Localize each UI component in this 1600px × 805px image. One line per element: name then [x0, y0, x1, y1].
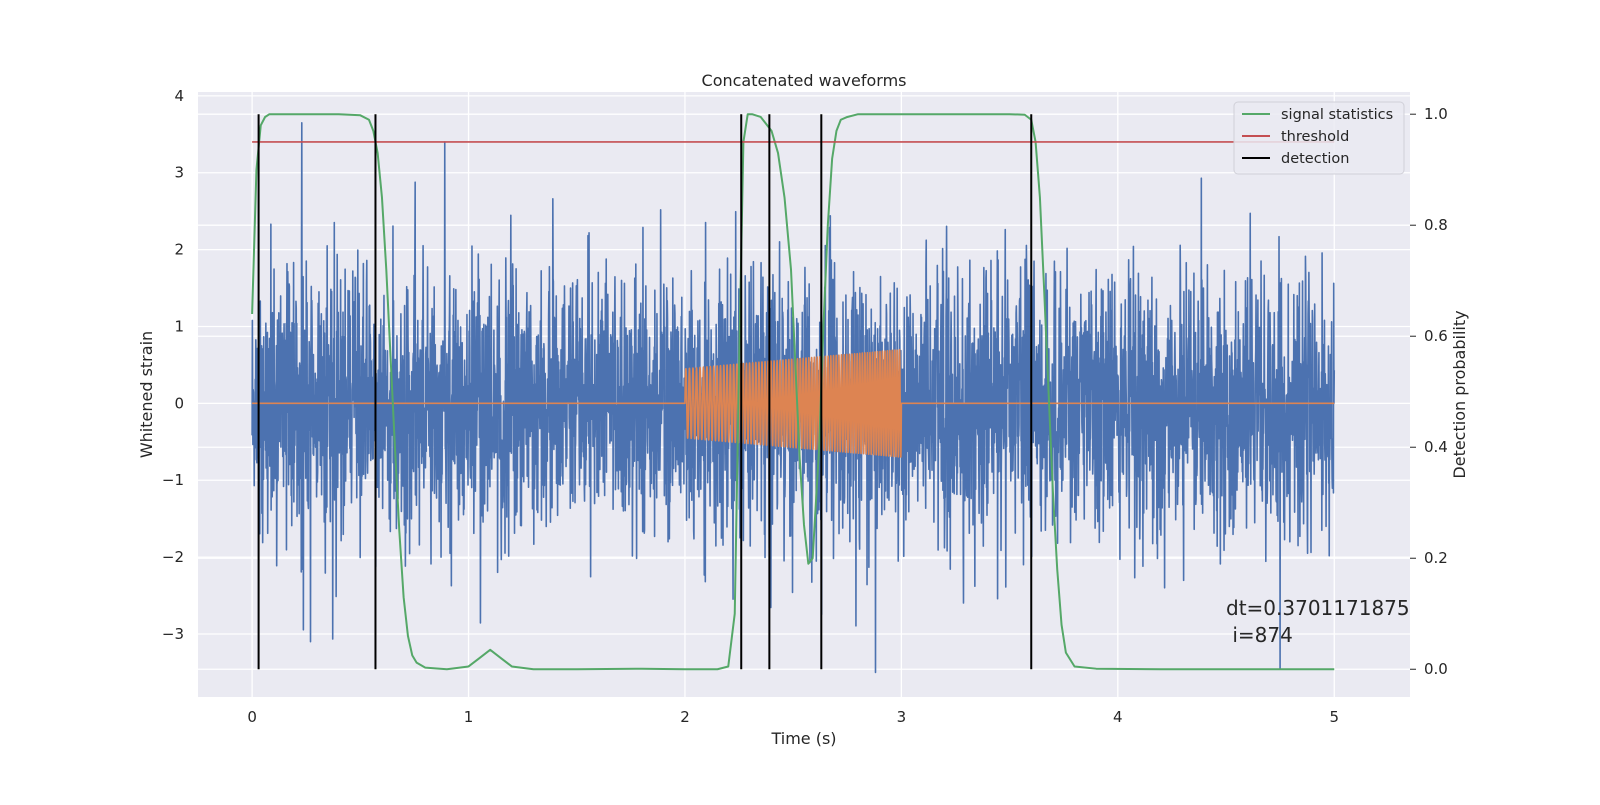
data-layer	[251, 113, 1336, 674]
y-axis-label-left: Whitened strain	[137, 331, 156, 458]
annotation-dt: dt=0.3701171875	[1226, 596, 1410, 620]
y-left-tick-label: 3	[174, 164, 184, 182]
annotation: dt=0.3701171875 i=874	[1226, 596, 1410, 647]
y-axis-label-right: Detection probability	[1450, 310, 1469, 478]
y-right-tick-label: 0.8	[1424, 216, 1448, 234]
x-tick-label: 4	[1113, 708, 1123, 726]
y-right-tick-label: 0.4	[1424, 438, 1448, 456]
x-tick-label: 3	[897, 708, 907, 726]
y-left-tick-label: 1	[174, 317, 184, 335]
legend-label: signal statistics	[1281, 107, 1393, 123]
x-tick-label: 2	[680, 708, 690, 726]
x-tick-label: 5	[1329, 708, 1339, 726]
y-left-tick-label: 0	[174, 394, 184, 412]
y-right-tick-label: 1.0	[1424, 105, 1448, 123]
annotation-index: i=874	[1226, 623, 1293, 647]
y-left-tick-label: −2	[162, 548, 184, 566]
y-left-tick-label: 4	[174, 87, 184, 105]
y-right-tick-label: 0.6	[1424, 327, 1448, 345]
legend-box	[1233, 101, 1405, 175]
legend-label: threshold	[1281, 129, 1349, 145]
tick-labels: 0 1 2 3 4 5 −3 −2 −1 0 1 2 3 4 0.0 0.2 0.4 0.6 0.8 1.0	[162, 87, 1448, 726]
y-right-tick-label: 0.0	[1424, 660, 1448, 678]
legend: signal statistics threshold detection	[1233, 101, 1405, 175]
x-axis-label: Time (s)	[770, 729, 836, 748]
y-left-tick-label: −1	[162, 471, 184, 489]
y-left-tick-label: 2	[174, 241, 184, 259]
x-tick-label: 1	[464, 708, 474, 726]
series-whitened-noise-line	[251, 121, 1336, 674]
legend-label: detection	[1281, 151, 1349, 167]
chart-title: Concatenated waveforms	[702, 71, 907, 90]
series-injected-signal-line	[252, 348, 1335, 458]
x-tick-label: 0	[247, 708, 257, 726]
series-signal-statistics-line	[251, 113, 1335, 671]
y-right-tick-label: 0.2	[1424, 549, 1448, 567]
y-left-tick-label: −3	[162, 625, 184, 643]
